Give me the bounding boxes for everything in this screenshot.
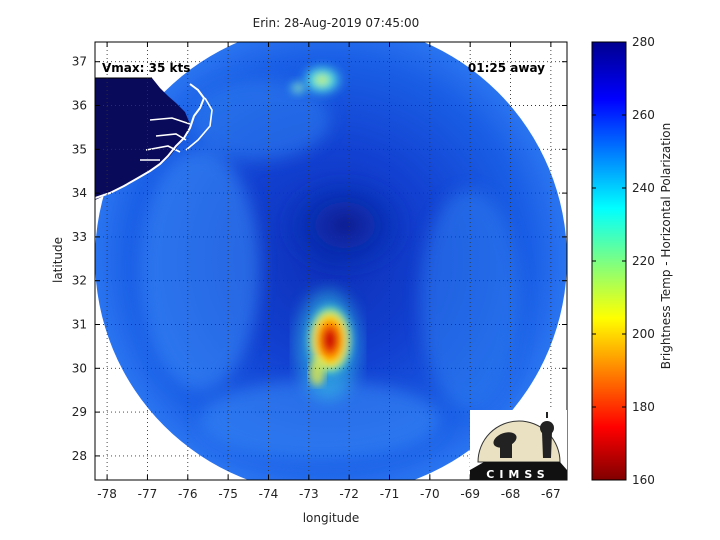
x-tick-label: -69 — [460, 487, 480, 501]
x-tick-label: -76 — [178, 487, 198, 501]
water-tower-icon — [540, 421, 554, 435]
x-tick-label: -77 — [138, 487, 158, 501]
satellite-dish-icon — [493, 432, 517, 448]
y-tick-label: 36 — [72, 99, 87, 113]
vmax-label: Vmax: 35 kts — [102, 61, 190, 75]
x-tick-label: -71 — [380, 487, 400, 501]
y-tick-label: 33 — [72, 230, 87, 244]
x-tick-labels: -78 -77 -76 -75 -74 -73 -72 -71 -70 -69 -68 -67 — [97, 487, 560, 501]
y-tick-labels: 28 29 30 31 32 33 34 35 36 37 — [72, 55, 87, 463]
colorbar-tick-label: 260 — [632, 108, 655, 122]
x-axis-label: longitude — [303, 511, 360, 525]
x-tick-label: -68 — [501, 487, 521, 501]
colorbar-tick-label: 200 — [632, 327, 655, 341]
y-tick-label: 37 — [72, 55, 87, 69]
plot-title: Erin: 28-Aug-2019 07:45:00 — [253, 16, 420, 30]
y-tick-label: 32 — [72, 274, 87, 288]
x-tick-label: -67 — [541, 487, 561, 501]
cimss-logo: CIMSS — [470, 410, 567, 481]
x-tick-label: -75 — [218, 487, 238, 501]
x-tick-label: -72 — [339, 487, 359, 501]
y-tick-label: 28 — [72, 449, 87, 463]
plot-frame — [94, 41, 568, 481]
x-tick-label: -73 — [299, 487, 319, 501]
colorbar-tick-labels: 160 180 200 220 240 260 280 — [592, 35, 655, 487]
land-mass — [95, 78, 190, 200]
y-axis-label: latitude — [51, 237, 65, 283]
y-tick-label: 30 — [72, 361, 87, 375]
colorbar-tick-label: 160 — [632, 473, 655, 487]
logo-text: CIMSS — [486, 468, 549, 481]
x-tick-label: -70 — [420, 487, 440, 501]
colorbar-tick-label: 280 — [632, 35, 655, 49]
colorbar — [591, 41, 627, 481]
x-tick-label: -78 — [97, 487, 117, 501]
coastline — [95, 83, 206, 199]
colorbar-tick-label: 220 — [632, 254, 655, 268]
plot-area — [95, 42, 567, 480]
y-tick-label: 35 — [72, 142, 87, 156]
grid-lines — [95, 42, 567, 480]
y-tick-label: 29 — [72, 405, 87, 419]
colorbar-tick-label: 240 — [632, 181, 655, 195]
y-tick-label: 31 — [72, 318, 87, 332]
time-away-label: 01:25 away — [468, 61, 545, 75]
colorbar-label: Brightness Temp - Horizontal Polarizatio… — [659, 123, 673, 370]
cloud-dark-region — [275, 170, 415, 280]
x-tick-label: -74 — [259, 487, 279, 501]
y-tick-label: 34 — [72, 186, 87, 200]
colorbar-tick-label: 180 — [632, 400, 655, 414]
